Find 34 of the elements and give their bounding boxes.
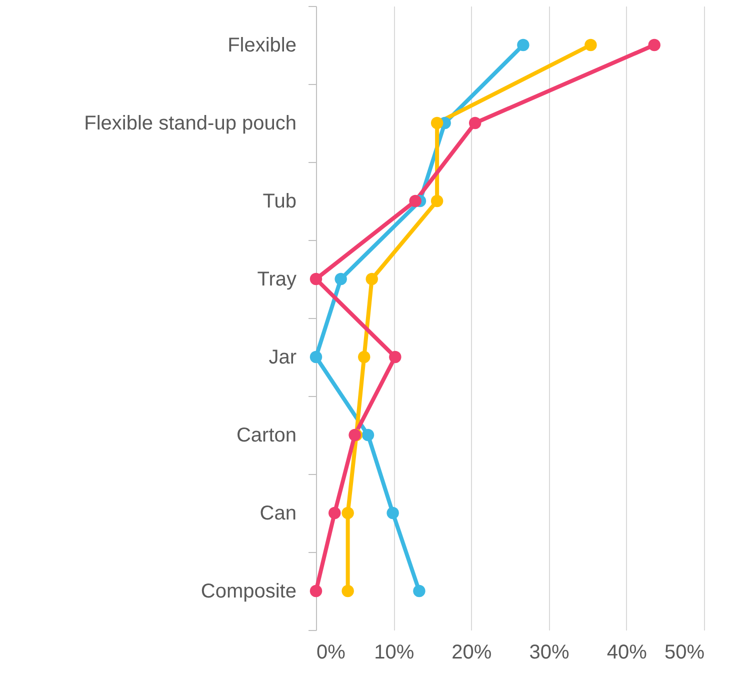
x-tick-label: 20% xyxy=(452,642,492,664)
y-tick-label: Composite xyxy=(200,580,296,602)
point xyxy=(310,584,322,598)
point xyxy=(328,506,341,520)
point xyxy=(584,38,597,52)
point xyxy=(358,350,370,364)
y-tick-label: Flexible stand-up pouch xyxy=(84,112,296,134)
y-tick-label: Carton xyxy=(236,424,296,446)
point xyxy=(334,272,347,286)
point xyxy=(386,506,399,520)
y-tick-label: Tub xyxy=(262,190,296,212)
x-tick-label: 10% xyxy=(374,642,414,664)
point xyxy=(389,350,402,364)
x-tick-label: 50% xyxy=(664,642,705,664)
y-tick-label: Tray xyxy=(257,268,296,290)
y-tick-label: Flexible xyxy=(228,34,296,56)
point xyxy=(366,272,378,286)
x-tick-label: 0% xyxy=(316,642,346,664)
point xyxy=(310,350,322,364)
point xyxy=(648,38,660,52)
point xyxy=(430,194,444,208)
point xyxy=(409,194,422,208)
point xyxy=(362,428,374,442)
point xyxy=(310,272,322,286)
point xyxy=(413,584,426,598)
point xyxy=(517,38,530,52)
x-tick-label: 40% xyxy=(606,642,648,664)
point xyxy=(342,506,354,520)
point xyxy=(430,116,444,130)
x-tick-label: 30% xyxy=(529,642,570,664)
y-tick-label: Jar xyxy=(268,346,297,368)
point xyxy=(468,116,482,130)
point xyxy=(342,584,354,598)
y-tick-label: Can xyxy=(260,502,296,524)
